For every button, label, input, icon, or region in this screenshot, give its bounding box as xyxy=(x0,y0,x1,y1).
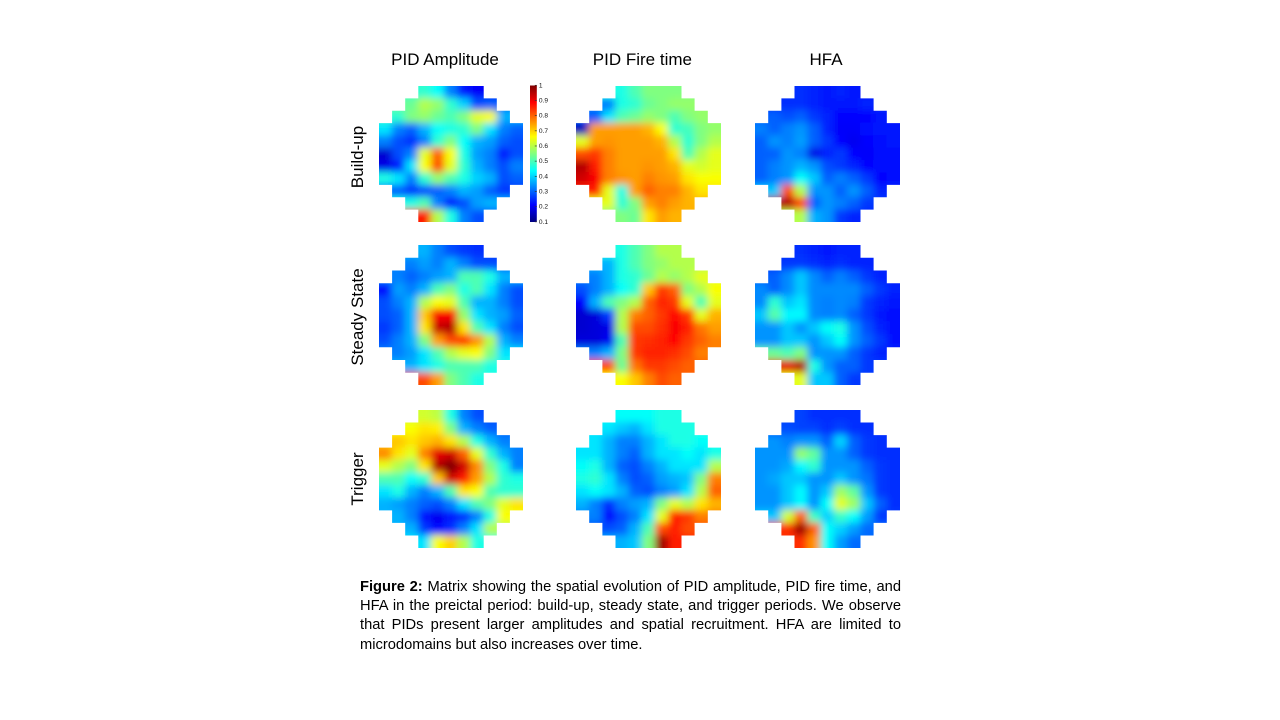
svg-text:0.3: 0.3 xyxy=(539,189,548,196)
svg-text:0.5: 0.5 xyxy=(539,158,548,165)
svg-text:0.1: 0.1 xyxy=(539,219,548,226)
svg-text:0.4: 0.4 xyxy=(539,173,548,180)
svg-text:0.8: 0.8 xyxy=(539,113,548,120)
svg-text:0.6: 0.6 xyxy=(539,143,548,150)
svg-text:0.9: 0.9 xyxy=(539,98,548,105)
svg-text:0.7: 0.7 xyxy=(539,128,548,135)
svg-text:0.2: 0.2 xyxy=(539,204,548,211)
svg-text:1: 1 xyxy=(539,82,543,89)
